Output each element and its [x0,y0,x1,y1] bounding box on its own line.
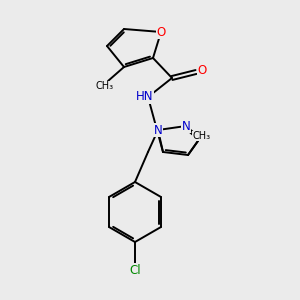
Text: CH₃: CH₃ [96,81,114,91]
Text: CH₃: CH₃ [193,131,211,141]
Text: Cl: Cl [129,263,141,277]
Text: O: O [156,26,166,38]
Text: N: N [154,124,162,136]
Text: O: O [197,64,207,77]
Text: N: N [182,119,190,133]
Text: HN: HN [136,91,154,103]
